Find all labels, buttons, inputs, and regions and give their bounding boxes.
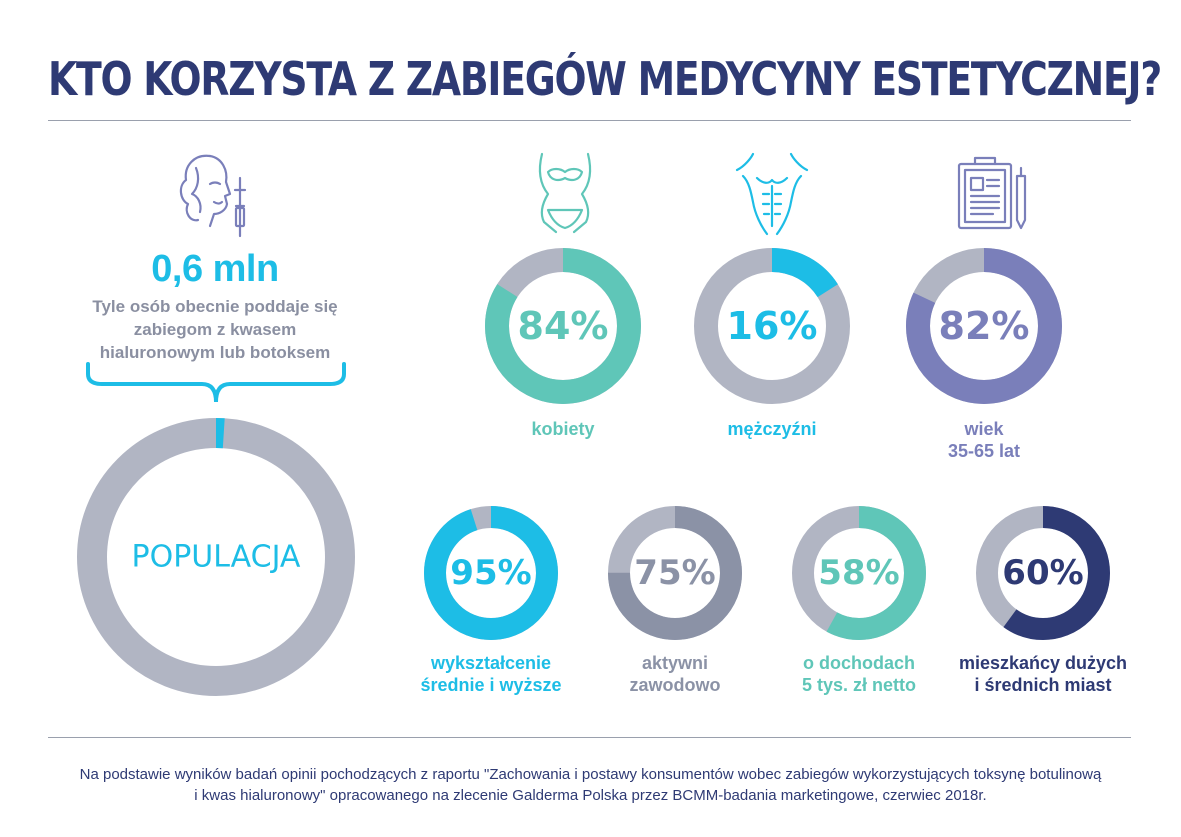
male-torso-icon: [735, 152, 809, 236]
population-description: Tyle osób obecnie poddaje się zabiegom z…: [60, 295, 370, 364]
donut-caption: mężczyźni: [727, 419, 817, 439]
donut-caption: 5 tys. zł netto: [801, 675, 917, 695]
population-value: 0,6 mln: [151, 248, 279, 290]
donut-caption: 35-65 lat: [947, 441, 1021, 461]
donut-caption: wiek: [964, 419, 1004, 439]
donut-caption: wykształcenie: [430, 653, 552, 673]
footnote: Na podstawie wyników badań opinii pochod…: [40, 764, 1141, 806]
donut-center-label: POPULACJA: [132, 540, 301, 575]
footnote-line: i kwas hialuronowy" opracowanego na zlec…: [194, 787, 987, 804]
donut-caption: i średnich miast: [974, 675, 1112, 695]
donut-7: 58%: [792, 506, 926, 640]
donut-center-label: 82%: [939, 304, 1030, 348]
curly-brace: [86, 362, 346, 403]
donut-segment: [906, 248, 1062, 404]
donut-center-label: 58%: [818, 553, 899, 593]
donut-center-label: 75%: [634, 553, 715, 593]
donut-segment: [608, 506, 742, 640]
donut-segment: [976, 506, 1110, 640]
population-description-line: Tyle osób obecnie poddaje się: [92, 297, 338, 316]
donut-caption: zawodowo: [629, 675, 721, 695]
donut-center-label: 95%: [450, 553, 531, 593]
population-description-line: hialuronowym lub botoksem: [99, 343, 331, 362]
donut-3: 16%: [694, 248, 850, 404]
donut-segment: [77, 418, 355, 696]
clipboard-id-icon: [957, 156, 1027, 230]
donut-4: 82%: [906, 248, 1062, 404]
donut-center-label: 16%: [727, 304, 818, 348]
population-description-line: zabiegom z kwasem: [133, 320, 297, 339]
donut-5: 95%: [424, 506, 558, 640]
donut-center-label: 60%: [1002, 553, 1083, 593]
donut-segment: [424, 506, 558, 640]
female-body-icon: [538, 152, 592, 234]
donut-caption: średnie i wyższe: [420, 675, 562, 695]
donut-1: POPULACJA: [77, 418, 355, 696]
donut-caption: aktywni: [641, 653, 709, 673]
title-divider: [48, 120, 1131, 121]
donut-8: 60%: [976, 506, 1110, 640]
footnote-divider: [48, 737, 1131, 738]
donut-6: 75%: [608, 506, 742, 640]
donut-caption: kobiety: [531, 419, 595, 439]
donut-2: 84%: [485, 248, 641, 404]
woman-face-syringe-icon: [179, 154, 247, 238]
donut-center-label: 84%: [518, 304, 609, 348]
donut-segment: [792, 506, 926, 640]
footnote-line: Na podstawie wyników badań opinii pochod…: [79, 766, 1102, 783]
donut-caption: o dochodach: [803, 653, 915, 673]
donut-caption: mieszkańcy dużych: [958, 653, 1128, 673]
donut-segment: [485, 248, 641, 404]
donut-segment: [694, 248, 850, 404]
